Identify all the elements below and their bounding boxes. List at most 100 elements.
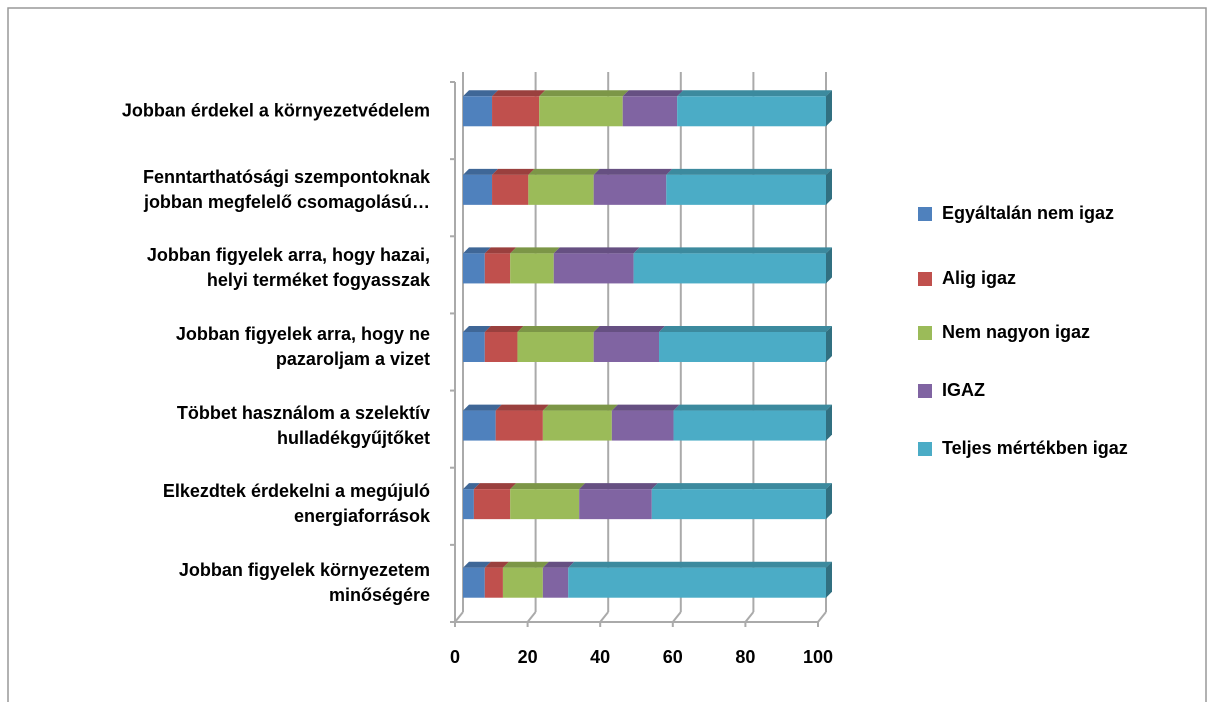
- legend-swatch: [918, 442, 932, 456]
- bar-end: [826, 168, 832, 205]
- bar-top: [542, 404, 618, 411]
- bar: [528, 174, 594, 205]
- bar-top: [484, 247, 517, 254]
- bar: [473, 489, 511, 520]
- bar-top: [492, 90, 546, 97]
- x-tick-label: 60: [663, 647, 683, 667]
- bar-top: [484, 561, 509, 568]
- bar-top: [633, 247, 832, 254]
- bar: [463, 332, 485, 362]
- bar: [463, 253, 485, 284]
- bar: [502, 567, 543, 598]
- bar-top: [463, 483, 480, 490]
- grid-floor: [454, 611, 464, 623]
- bar: [484, 253, 511, 284]
- bar: [651, 489, 826, 520]
- grid-floor: [526, 611, 537, 623]
- bar: [463, 96, 493, 127]
- bar-top: [510, 247, 560, 254]
- bar-top: [484, 326, 524, 332]
- y-tick-label: Fenntarthatósági szempontoknak jobban me…: [142, 166, 430, 212]
- bar: [463, 174, 493, 205]
- bar-top: [651, 483, 832, 490]
- bar: [463, 567, 485, 598]
- frame: [7, 7, 1207, 702]
- bar-top: [568, 561, 832, 568]
- bar-top: [502, 561, 549, 568]
- x-tick-label: 20: [518, 647, 538, 667]
- legend-swatch: [918, 326, 932, 340]
- bar-end: [826, 326, 832, 362]
- bar-top: [579, 483, 658, 490]
- bar-top: [659, 326, 832, 332]
- bar-top: [473, 483, 517, 490]
- x-tick-label: 100: [803, 647, 833, 667]
- bar: [463, 410, 496, 441]
- bar: [542, 567, 569, 598]
- bar: [484, 567, 503, 598]
- x-tick-label: 40: [590, 647, 610, 667]
- bar: [517, 332, 594, 362]
- bar-top: [463, 90, 499, 97]
- bar: [510, 489, 580, 520]
- bar: [622, 96, 678, 127]
- bar-top: [622, 90, 684, 97]
- x-tick-label: 80: [735, 647, 755, 667]
- legend-label: IGAZ: [942, 380, 985, 400]
- bar: [633, 253, 826, 284]
- bar: [495, 410, 543, 441]
- bar: [659, 332, 826, 362]
- y-tick-label: Elkezdtek érdekelni a megújuló energiafo…: [162, 481, 430, 527]
- bar-end: [826, 90, 832, 127]
- bar: [568, 567, 826, 598]
- bar: [492, 174, 529, 205]
- bar: [593, 174, 667, 205]
- bar: [484, 332, 518, 362]
- bar-top: [463, 326, 491, 332]
- bar-top: [593, 168, 673, 175]
- y-tick-label: Jobban figyelek környezetem minőségére: [178, 559, 430, 605]
- bar-end: [826, 561, 832, 598]
- grid-floor: [744, 611, 755, 623]
- bar: [539, 96, 623, 127]
- bar-top: [510, 483, 586, 490]
- bar-top: [593, 326, 666, 332]
- grid-floor: [817, 611, 827, 623]
- bar: [542, 410, 612, 441]
- bar-end: [826, 404, 832, 441]
- bar-top: [666, 168, 832, 175]
- legend-swatch: [918, 207, 932, 221]
- bar-top: [611, 404, 680, 411]
- y-tick-label: Jobban figyelek arra, hogy hazai, helyi …: [146, 245, 430, 291]
- y-tick-label: Jobban érdekel a környezetvédelem: [121, 100, 430, 121]
- grid-floor: [599, 611, 609, 623]
- bar-top: [463, 168, 499, 175]
- bar: [666, 174, 826, 205]
- legend-label: Egyáltalán nem igaz: [942, 203, 1114, 223]
- bar-top: [463, 404, 502, 411]
- bar-top: [673, 404, 832, 411]
- bar-top: [492, 168, 535, 175]
- bar: [492, 96, 540, 127]
- bar-top: [495, 404, 549, 411]
- bar: [553, 253, 634, 284]
- grid-floor: [672, 611, 682, 623]
- bar-top: [528, 168, 600, 175]
- bar-top: [517, 326, 600, 332]
- bar: [463, 489, 474, 520]
- bar-end: [826, 483, 832, 520]
- bar-top: [463, 561, 491, 568]
- bar-top: [677, 90, 832, 97]
- bar: [673, 410, 826, 441]
- x-tick-label: 0: [450, 647, 460, 667]
- legend-label: Teljes mértékben igaz: [942, 438, 1128, 458]
- bar: [593, 332, 660, 362]
- y-tick-label: Jobban figyelek arra, hogy ne pazaroljam…: [175, 324, 430, 369]
- bar-top: [539, 90, 629, 97]
- bar: [677, 96, 826, 127]
- legend-label: Nem nagyon igaz: [942, 322, 1090, 342]
- legend-swatch: [918, 384, 932, 398]
- bar-top: [553, 247, 640, 254]
